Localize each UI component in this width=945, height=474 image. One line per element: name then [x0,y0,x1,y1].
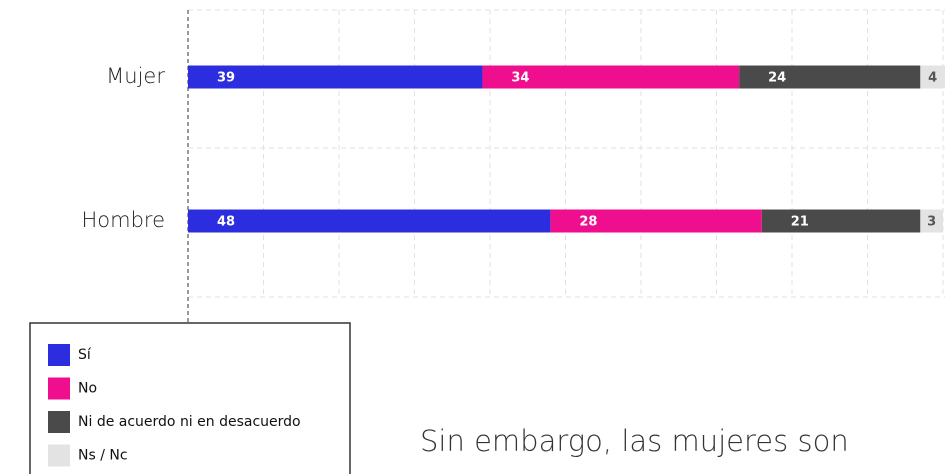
category-label: Mujer [106,64,165,88]
value-label: 21 [791,215,809,230]
bar-segment [920,65,945,89]
legend-swatch [48,377,70,400]
bar-segment [188,209,551,233]
value-label: 4 [928,71,937,86]
value-label: 39 [217,71,235,86]
bar-segment [761,209,921,233]
value-label: 3 [927,215,936,230]
legend-swatch [48,344,70,366]
value-label: 24 [768,71,786,86]
value-label: 34 [511,71,529,86]
bar-segment [920,209,943,233]
legend-box [29,322,351,474]
legend-label: Sí [78,347,92,363]
bar-segment [188,65,483,89]
legend-label: No [78,381,97,397]
bar-segment [482,65,740,89]
bar-segment [739,65,921,89]
legend-label: Ns / Nc [78,448,128,464]
value-label: 28 [579,215,597,230]
category-label: Hombre [81,208,165,232]
annotation: Sin embargo, las mujeres son [420,424,849,458]
value-label: 48 [217,215,235,230]
legend-swatch [48,411,70,433]
bar-segment [550,209,762,233]
legend-swatch [48,444,70,467]
legend-label: Ni de acuerdo ni en desacuerdo [78,414,301,430]
